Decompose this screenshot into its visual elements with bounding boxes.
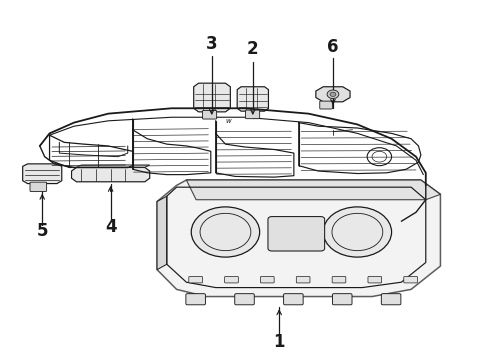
Circle shape (191, 207, 260, 257)
Polygon shape (76, 165, 150, 167)
Text: 2: 2 (247, 40, 259, 58)
Circle shape (323, 207, 392, 257)
FancyBboxPatch shape (296, 276, 310, 283)
FancyBboxPatch shape (189, 276, 202, 283)
Text: 4: 4 (105, 218, 117, 236)
FancyBboxPatch shape (368, 276, 382, 283)
Polygon shape (186, 180, 441, 200)
FancyBboxPatch shape (245, 110, 260, 119)
Polygon shape (237, 87, 269, 111)
FancyBboxPatch shape (332, 276, 346, 283)
FancyBboxPatch shape (235, 294, 254, 305)
Text: 6: 6 (327, 38, 339, 56)
FancyBboxPatch shape (381, 294, 401, 305)
Text: w: w (225, 118, 231, 123)
FancyBboxPatch shape (320, 101, 332, 109)
Polygon shape (316, 87, 350, 102)
Circle shape (327, 90, 339, 99)
Text: 5: 5 (36, 222, 48, 240)
Polygon shape (72, 167, 150, 182)
FancyBboxPatch shape (261, 276, 274, 283)
FancyBboxPatch shape (224, 276, 238, 283)
Circle shape (330, 92, 336, 96)
FancyBboxPatch shape (332, 294, 352, 305)
FancyBboxPatch shape (186, 294, 205, 305)
Text: 1: 1 (273, 333, 285, 351)
Text: 3: 3 (206, 35, 218, 53)
Polygon shape (157, 180, 441, 297)
FancyBboxPatch shape (30, 182, 47, 192)
Polygon shape (23, 164, 62, 184)
FancyBboxPatch shape (404, 276, 417, 283)
Polygon shape (194, 83, 230, 112)
FancyBboxPatch shape (268, 217, 325, 251)
FancyBboxPatch shape (284, 294, 303, 305)
Polygon shape (157, 196, 167, 270)
FancyBboxPatch shape (202, 111, 217, 119)
